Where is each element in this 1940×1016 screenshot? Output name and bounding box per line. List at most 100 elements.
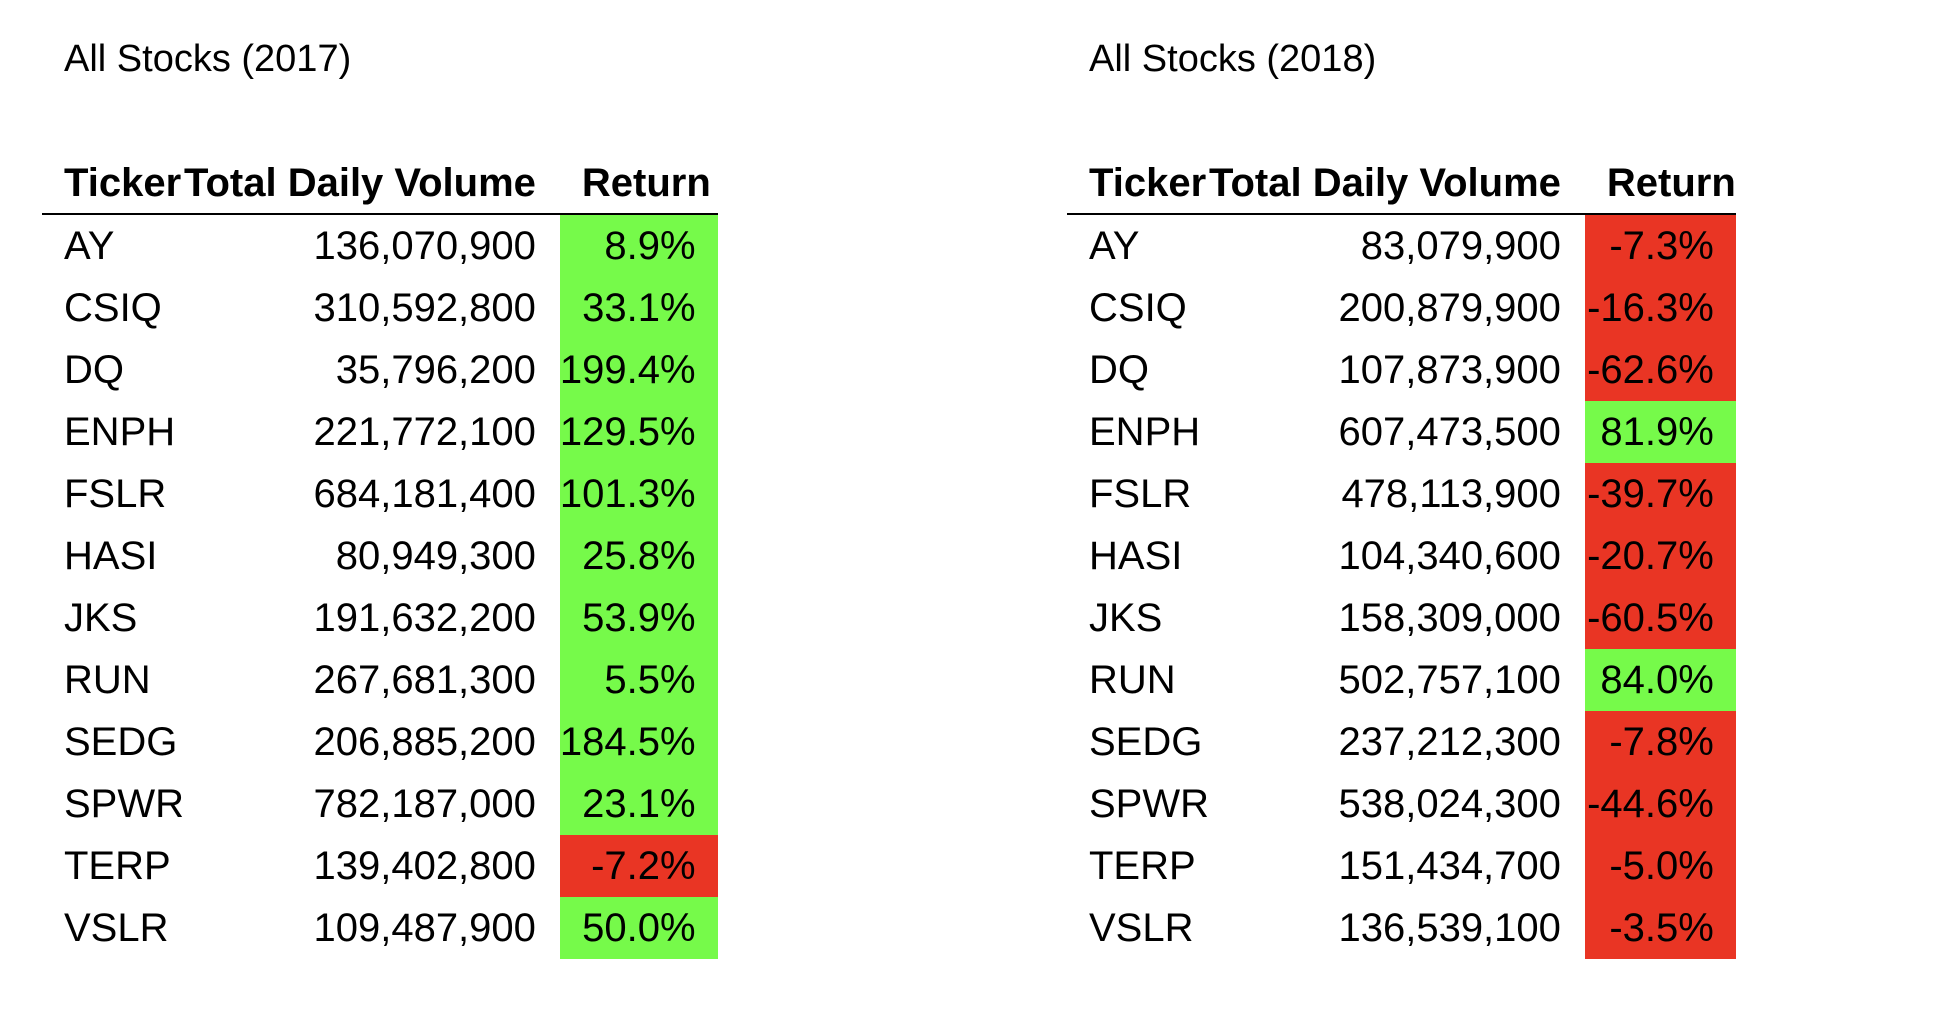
return-cell-negative: -20.7% [1584, 525, 1736, 587]
return-cell-positive: 101.3% [559, 463, 718, 525]
return-cell-negative: -7.8% [1584, 711, 1736, 773]
volume-cell: 80,949,300 [335, 533, 536, 578]
table-row: RUN 267,681,300 5.5% [42, 649, 718, 711]
table-row: TERP 151,434,700 -5.0% [1067, 835, 1736, 897]
column-header-ticker: Ticker [1067, 153, 1209, 215]
table-row: HASI 80,949,300 25.8% [42, 525, 718, 587]
ticker-cell: HASI [1089, 533, 1183, 578]
table-row: ENPH 221,772,100 129.5% [42, 401, 718, 463]
return-cell-negative: -62.6% [1584, 339, 1736, 401]
volume-cell: 139,402,800 [313, 843, 536, 888]
volume-cell: 502,757,100 [1338, 657, 1561, 702]
table-row: CSIQ 310,592,800 33.1% [42, 277, 718, 339]
ticker-cell: RUN [1089, 657, 1176, 702]
volume-cell: 684,181,400 [313, 471, 536, 516]
table-row: DQ 35,796,200 199.4% [42, 339, 718, 401]
table-title: All Stocks (2017) [64, 38, 352, 80]
table-row: SEDG 206,885,200 184.5% [42, 711, 718, 773]
volume-cell: 107,873,900 [1338, 347, 1561, 392]
ticker-cell: ENPH [1089, 409, 1201, 454]
table-row: JKS 158,309,000 -60.5% [1067, 587, 1736, 649]
volume-cell: 151,434,700 [1338, 843, 1561, 888]
return-cell-positive: 8.9% [559, 214, 718, 277]
return-cell-positive: 50.0% [559, 897, 718, 959]
ticker-cell: FSLR [1089, 471, 1192, 516]
ticker-cell: FSLR [64, 471, 167, 516]
return-cell-negative: -39.7% [1584, 463, 1736, 525]
volume-cell: 607,473,500 [1338, 409, 1561, 454]
return-cell-positive: 25.8% [559, 525, 718, 587]
ticker-cell: SPWR [1089, 781, 1209, 826]
column-header-ticker: Ticker [42, 153, 184, 215]
ticker-cell: DQ [1089, 347, 1149, 392]
volume-cell: 206,885,200 [313, 719, 536, 764]
return-cell-positive: 184.5% [559, 711, 718, 773]
volume-cell: 221,772,100 [313, 409, 536, 454]
ticker-cell: CSIQ [1089, 285, 1187, 330]
table-row: RUN 502,757,100 84.0% [1067, 649, 1736, 711]
header-row: Ticker Total Daily Volume Return [1067, 153, 1736, 215]
volume-cell: 104,340,600 [1338, 533, 1561, 578]
ticker-cell: SEDG [64, 719, 178, 764]
table-row: FSLR 478,113,900 -39.7% [1067, 463, 1736, 525]
return-cell-positive: 53.9% [559, 587, 718, 649]
stocks-table: Ticker Total Daily Volume Return AY 136,0… [42, 153, 718, 959]
table-row: HASI 104,340,600 -20.7% [1067, 525, 1736, 587]
return-cell-negative: -44.6% [1584, 773, 1736, 835]
ticker-cell: TERP [1089, 843, 1196, 888]
return-cell-negative: -3.5% [1584, 897, 1736, 959]
table-row: JKS 191,632,200 53.9% [42, 587, 718, 649]
ticker-cell: VSLR [64, 905, 169, 950]
table-row: DQ 107,873,900 -62.6% [1067, 339, 1736, 401]
volume-cell: 310,592,800 [313, 285, 536, 330]
return-cell-positive: 23.1% [559, 773, 718, 835]
column-header-total-daily-volume: Total Daily Volume [1209, 153, 1585, 215]
return-cell-positive: 81.9% [1584, 401, 1736, 463]
table-title: All Stocks (2018) [1089, 38, 1377, 80]
return-cell-negative: -7.3% [1584, 214, 1736, 277]
column-header-total-daily-volume: Total Daily Volume [184, 153, 560, 215]
ticker-cell: VSLR [1089, 905, 1194, 950]
column-header-return: Return [559, 153, 718, 215]
volume-cell: 35,796,200 [335, 347, 536, 392]
volume-cell: 136,539,100 [1338, 905, 1561, 950]
table-row: TERP 139,402,800 -7.2% [42, 835, 718, 897]
ticker-cell: CSIQ [64, 285, 162, 330]
table-row: VSLR 136,539,100 -3.5% [1067, 897, 1736, 959]
ticker-cell: RUN [64, 657, 151, 702]
ticker-cell: ENPH [64, 409, 176, 454]
volume-cell: 267,681,300 [313, 657, 536, 702]
table-row: VSLR 109,487,900 50.0% [42, 897, 718, 959]
return-cell-positive: 129.5% [559, 401, 718, 463]
ticker-cell: AY [1089, 223, 1140, 268]
stocks-table: Ticker Total Daily Volume Return AY 83,07… [1067, 153, 1736, 959]
ticker-cell: JKS [1089, 595, 1163, 640]
column-header-return: Return [1584, 153, 1736, 215]
volume-cell: 191,632,200 [313, 595, 536, 640]
volume-cell: 478,113,900 [1341, 471, 1561, 516]
volume-cell: 109,487,900 [313, 905, 536, 950]
ticker-cell: DQ [64, 347, 124, 392]
return-cell-positive: 5.5% [559, 649, 718, 711]
return-cell-negative: -60.5% [1584, 587, 1736, 649]
table-row: AY 136,070,900 8.9% [42, 214, 718, 277]
volume-cell: 136,070,900 [313, 223, 536, 268]
return-cell-negative: -16.3% [1584, 277, 1736, 339]
table-row: SPWR 782,187,000 23.1% [42, 773, 718, 835]
table-body: AY 83,079,900 -7.3% CSIQ 200,879,900 -16.3% DQ… [1067, 214, 1736, 959]
volume-cell: 237,212,300 [1338, 719, 1561, 764]
volume-cell: 782,187,000 [313, 781, 536, 826]
return-cell-negative: -5.0% [1584, 835, 1736, 897]
volume-cell: 158,309,000 [1338, 595, 1561, 640]
ticker-cell: TERP [64, 843, 171, 888]
return-cell-positive: 199.4% [559, 339, 718, 401]
header-row: Ticker Total Daily Volume Return [42, 153, 718, 215]
ticker-cell: AY [64, 223, 115, 268]
return-cell-positive: 33.1% [559, 277, 718, 339]
ticker-cell: JKS [64, 595, 138, 640]
volume-cell: 83,079,900 [1360, 223, 1561, 268]
table-body: AY 136,070,900 8.9% CSIQ 310,592,800 33.1% DQ 3… [42, 214, 718, 959]
ticker-cell: HASI [64, 533, 158, 578]
ticker-cell: SPWR [64, 781, 184, 826]
return-cell-negative: -7.2% [559, 835, 718, 897]
